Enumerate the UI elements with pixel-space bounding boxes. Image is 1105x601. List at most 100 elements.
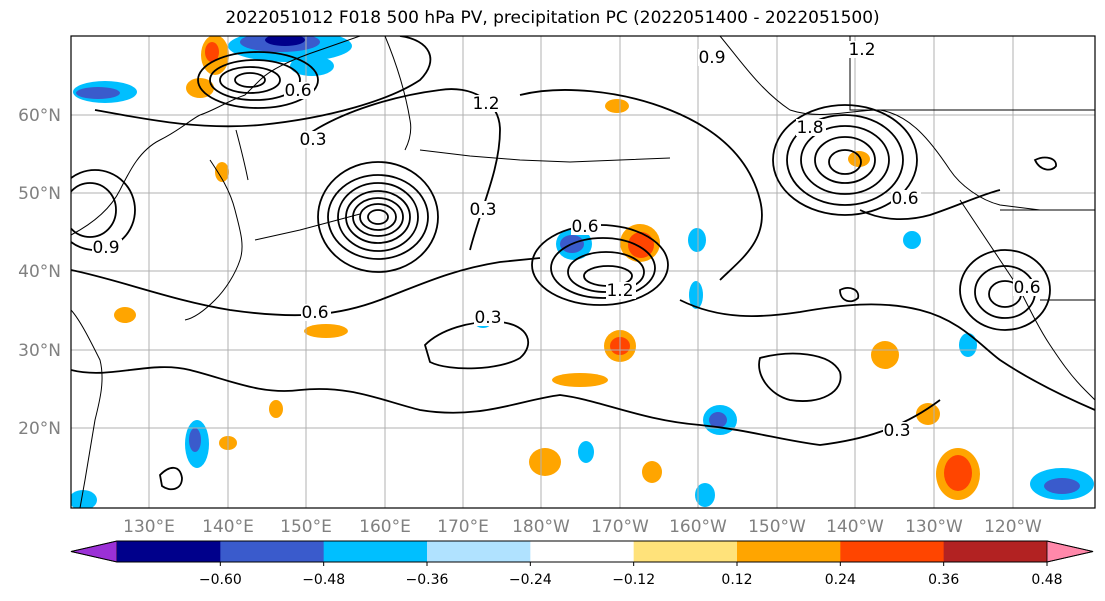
- precip-negative-patch: [688, 228, 706, 252]
- pv-contour-line: [197, 51, 319, 109]
- colorbar-segment: [323, 541, 428, 562]
- longitude-tick-label: 180°W: [512, 517, 570, 537]
- contour-label: 0.6: [301, 303, 328, 323]
- colorbar-extend-max: [1046, 540, 1094, 563]
- contour-label-bg: [472, 95, 502, 112]
- colorbar-segment: [633, 541, 738, 562]
- pv-contour-line: [367, 209, 389, 225]
- coastline-aleutian: [419, 149, 671, 163]
- contour-label-bg: [891, 190, 921, 207]
- colorbar-segment: [840, 541, 945, 562]
- contour-label-bg: [698, 49, 728, 66]
- pv-contour-line: [679, 299, 1095, 411]
- precip-positive-patch: [848, 151, 870, 167]
- latitude-tick-label: 50°N: [18, 184, 61, 204]
- precip-positive-patch: [269, 400, 283, 418]
- contour-label: 1.2: [472, 94, 499, 114]
- longitude-labels: 130°E 140°E 150°E 160°E 170°E 180°W 170°W 160°W…: [123, 517, 1042, 537]
- contour-label-bg: [606, 282, 636, 299]
- contour-labels: 0.6 0.3 0.9 1.2 0.6 0.3 1.8 0.6 0.6 0.3 0.6 1.2 0.9 0…: [92, 40, 1043, 441]
- pv-contour-line: [234, 72, 266, 88]
- map-title: 2022051012 F018 500 hPa PV, precipitatio…: [225, 8, 880, 28]
- pv-contour-line: [71, 182, 117, 238]
- pv-contour-line: [423, 320, 530, 370]
- pv-contour-line: [800, 125, 890, 195]
- pv-contour-line: [859, 189, 1001, 220]
- precip-positive-patch: [304, 324, 348, 338]
- longitude-tick-label: 140°W: [826, 517, 884, 537]
- contour-label-bg: [1013, 279, 1043, 296]
- contour-label: 0.9: [92, 238, 119, 258]
- pv-contour-line: [786, 114, 904, 206]
- colorbar-outline: [70, 540, 1094, 563]
- pv-contour-line: [219, 66, 281, 94]
- pv-contour-line: [1033, 156, 1057, 171]
- colorbar-segment: [220, 541, 325, 562]
- precip-positive-patch: [205, 42, 219, 62]
- longitude-tick-label: 140°E: [202, 517, 254, 537]
- colorbar-segment: [737, 541, 841, 562]
- pv-contour-line: [94, 36, 432, 128]
- coastline-sakhalin: [235, 129, 249, 181]
- pv-contour-line: [758, 352, 842, 402]
- precip-negative-patch: [689, 281, 703, 309]
- colorbar-tick-label: 0.48: [1031, 572, 1062, 588]
- contour-label: 0.3: [299, 130, 326, 150]
- pv-contour-line: [550, 237, 656, 299]
- contour-label: 0.6: [891, 189, 918, 209]
- coastline-kamchatka: [384, 36, 412, 151]
- contour-label: 0.6: [571, 217, 598, 237]
- longitude-tick-label: 170°E: [437, 517, 489, 537]
- precip-positive-patch: [642, 461, 662, 483]
- colorbar-segment: [943, 541, 1048, 562]
- precip-negative-patch: [709, 412, 727, 428]
- precip-negative-patch: [903, 231, 921, 249]
- colorbar-tick-label: −0.12: [612, 572, 655, 588]
- longitude-tick-label: 120°W: [984, 517, 1042, 537]
- precip-positive-patch: [114, 307, 136, 323]
- colorbar-segment: [117, 541, 221, 562]
- contour-label-bg: [796, 119, 826, 136]
- contour-label-bg: [301, 304, 331, 321]
- colorbar-tick-label: 0.24: [825, 572, 856, 588]
- longitude-tick-label: 170°W: [591, 517, 649, 537]
- colorbar-tick-label: −0.36: [406, 572, 449, 588]
- contour-label-bg: [474, 309, 504, 326]
- pv-contour-line: [317, 161, 439, 273]
- contour-label-bg: [848, 41, 878, 58]
- contour-label: 1.2: [606, 281, 633, 301]
- colorbar-segment: [530, 541, 635, 562]
- pv-contour-line: [772, 104, 918, 216]
- precip-negative-patch: [189, 428, 201, 452]
- precip-negative-patch: [578, 441, 594, 463]
- pv-contour-line: [814, 136, 876, 184]
- pv-contour-line: [959, 249, 1051, 331]
- map-layers: 0.6 0.3 0.9 1.2 0.6 0.3 1.8 0.6 0.6 0.3 0.6 1.2 0.9 0…: [71, 36, 1095, 508]
- pv-contour-line: [159, 466, 183, 491]
- colorbar-tick-labels: −0.60 −0.48 −0.36 −0.24 −0.12 0.12 0.24 0.36 0.4…: [199, 562, 1063, 588]
- colorbar-tick-label: 0.36: [928, 572, 959, 588]
- contour-label-bg: [284, 82, 314, 99]
- latitude-tick-label: 30°N: [18, 341, 61, 361]
- contour-label-bg: [299, 131, 329, 148]
- contour-label: 0.3: [474, 308, 501, 328]
- colorbar-segment: [427, 541, 531, 562]
- pv-contour-line: [352, 197, 404, 237]
- longitude-tick-label: 130°E: [123, 517, 175, 537]
- precip-negative-patch: [695, 483, 715, 507]
- pv-contour-line: [71, 366, 941, 446]
- precip-negative-patch: [265, 36, 305, 46]
- contour-label: 1.2: [848, 40, 875, 60]
- longitude-tick-label: 160°E: [359, 517, 411, 537]
- contour-label: 0.3: [883, 421, 910, 441]
- border-canada-alaska: [849, 36, 1095, 111]
- latitude-labels: 20°N 30°N 40°N 50°N 60°N: [18, 106, 61, 439]
- pv-contour-line: [345, 190, 411, 244]
- precip-positive-patch: [605, 99, 629, 113]
- colorbar: [70, 540, 1094, 563]
- contour-label-bg: [883, 422, 913, 439]
- contour-label: 0.6: [284, 81, 311, 101]
- coastline-japan: [184, 159, 243, 321]
- contour-label-bg: [469, 201, 499, 218]
